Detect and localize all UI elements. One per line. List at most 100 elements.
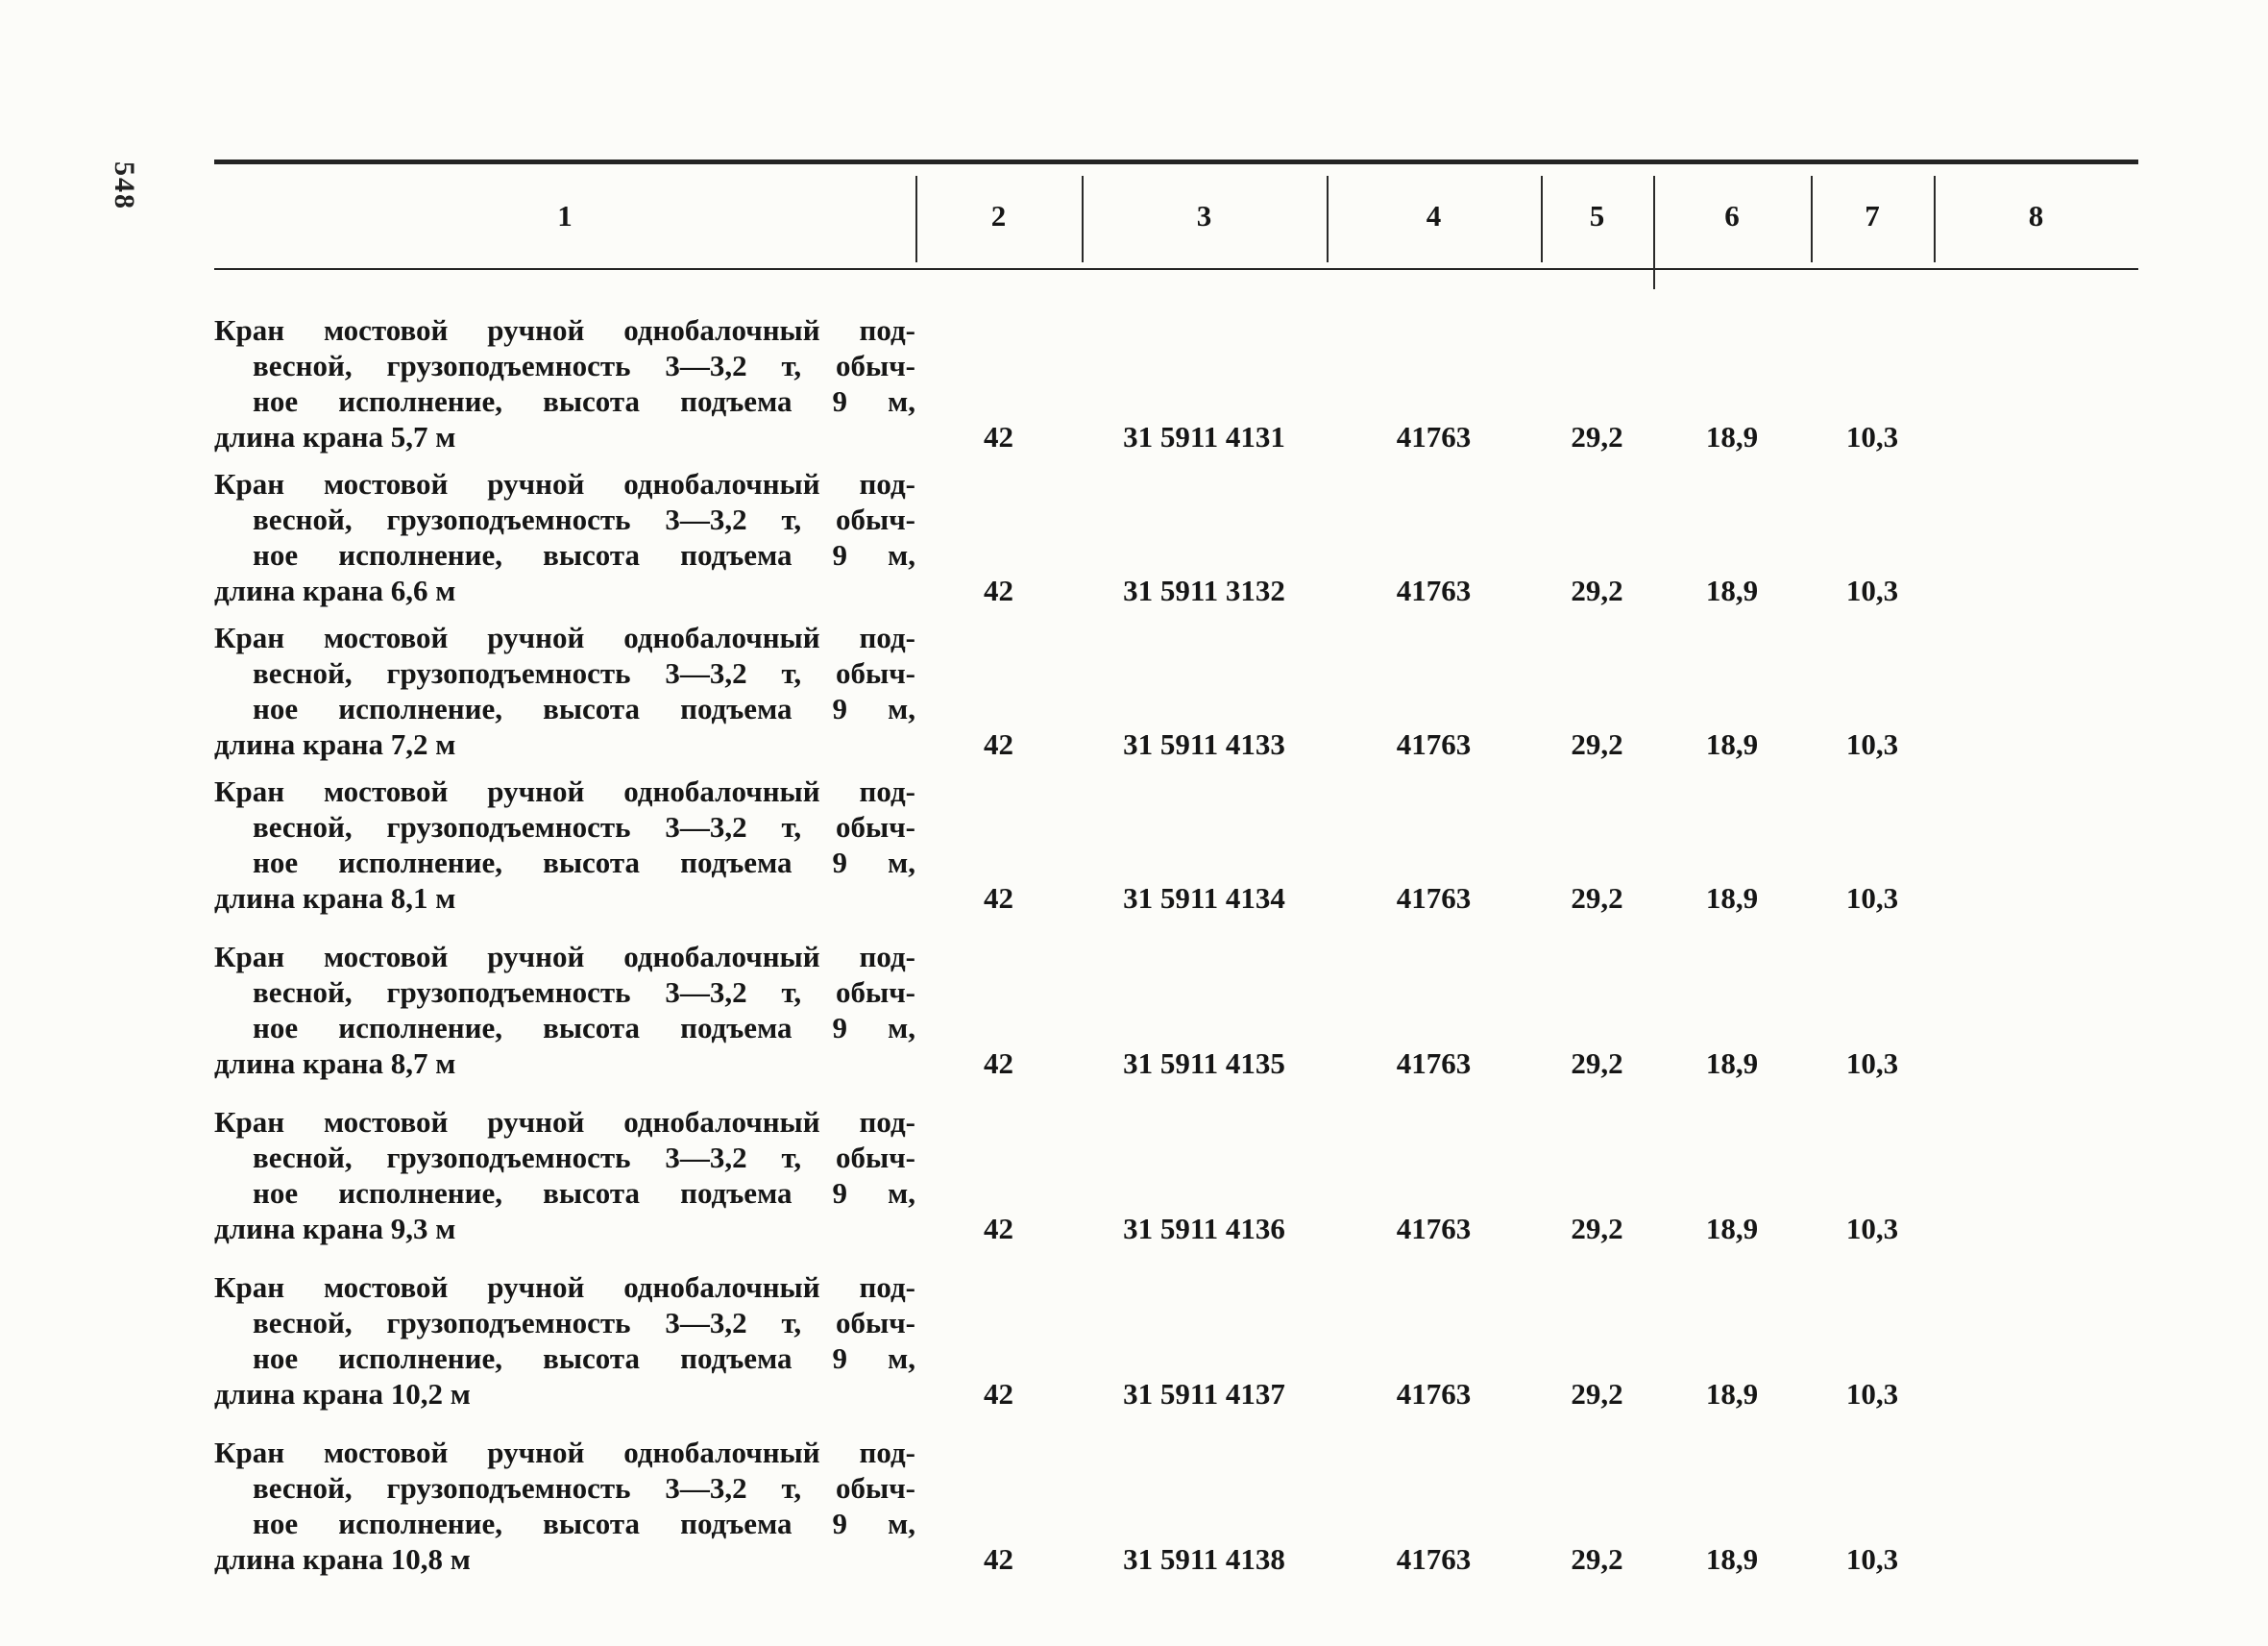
value-col-5: 29,2 [1571,420,1623,454]
description-line: ное исполнение, высота подъема 9 м, [253,1011,915,1044]
value-col-2: 42 [984,420,1013,454]
value-col-6: 18,9 [1705,881,1759,915]
column-divider [915,176,917,262]
table-row: Кран мостовой ручной однобалочный под- в… [214,312,2138,454]
value-col-7: 10,3 [1845,1542,1899,1576]
value-col-7: 10,3 [1845,881,1899,915]
value-col-3: 31 5911 4138 [1123,1542,1285,1576]
value-col-2: 42 [984,881,1013,915]
description-line: длина крана 6,6 м [214,574,456,607]
table-row: Кран мостовой ручной однобалочный под- в… [214,1435,2138,1577]
value-col-7: 10,3 [1845,1212,1899,1245]
item-description: Кран мостовой ручной однобалочный под- в… [214,312,915,454]
value-col-2: 42 [984,1212,1013,1245]
description-line: длина крана 8,1 м [214,881,456,915]
value-col-5: 29,2 [1571,1212,1623,1245]
table-row: Кран мостовой ручной однобалочный под- в… [214,939,2138,1081]
column-header-4: 4 [1426,199,1442,233]
description-line: весной, грузоподъемность 3—3,2 т, обыч- [253,975,915,1009]
description-line: длина крана 5,7 м [214,420,456,454]
column-header-8: 8 [2028,199,2044,233]
description-line: весной, грузоподъемность 3—3,2 т, обыч- [253,503,915,536]
column-header-7: 7 [1865,199,1880,233]
description-line: Кран мостовой ручной однобалочный под- [214,1105,915,1139]
description-line: ное исполнение, высота подъема 9 м, [253,538,915,572]
table-row: Кран мостовой ручной однобалочный под- в… [214,774,2138,916]
value-col-5: 29,2 [1571,881,1623,915]
column-header-5: 5 [1589,199,1605,233]
description-line: длина крана 10,2 м [214,1377,471,1411]
table-body: Кран мостовой ручной однобалочный под- в… [214,270,2138,1577]
description-line: Кран мостовой ручной однобалочный под- [214,313,915,347]
table-row: Кран мостовой ручной однобалочный под- в… [214,1269,2138,1412]
value-col-6: 18,9 [1705,1542,1759,1576]
description-line: ное исполнение, высота подъема 9 м, [253,1341,915,1375]
description-line: ное исполнение, высота подъема 9 м, [253,846,915,879]
value-col-2: 42 [984,574,1013,607]
item-description: Кран мостовой ручной однобалочный под- в… [214,774,915,916]
value-col-2: 42 [984,727,1013,761]
description-line: Кран мостовой ручной однобалочный под- [214,621,915,654]
description-line: ное исполнение, высота подъема 9 м, [253,384,915,418]
description-line: Кран мостовой ручной однобалочный под- [214,467,915,501]
price-table: 1 2 3 4 5 6 7 8 Кран мостовой ручной одн… [214,160,2138,1577]
description-line: весной, грузоподъемность 3—3,2 т, обыч- [253,1306,915,1339]
table-row: Кран мостовой ручной однобалочный под- в… [214,620,2138,762]
value-col-2: 42 [984,1542,1013,1576]
value-col-6: 18,9 [1705,1046,1759,1080]
value-col-3: 31 5911 4134 [1123,881,1285,915]
column-divider [1082,176,1084,262]
value-col-4: 41763 [1396,727,1472,761]
value-col-7: 10,3 [1845,574,1899,607]
description-line: ное исполнение, высота подъема 9 м, [253,1507,915,1540]
column-divider [1327,176,1329,262]
description-line: Кран мостовой ручной однобалочный под- [214,1436,915,1469]
value-col-4: 41763 [1396,1212,1472,1245]
value-col-4: 41763 [1396,1542,1472,1576]
value-col-4: 41763 [1396,574,1472,607]
table-row: Кран мостовой ручной однобалочный под- в… [214,466,2138,608]
item-description: Кран мостовой ручной однобалочный под- в… [214,1269,915,1412]
value-col-6: 18,9 [1705,420,1759,454]
value-col-3: 31 5911 4135 [1123,1046,1285,1080]
value-col-6: 18,9 [1705,1212,1759,1245]
description-line: весной, грузоподъемность 3—3,2 т, обыч- [253,1471,915,1505]
description-line: весной, грузоподъемность 3—3,2 т, обыч- [253,349,915,382]
value-col-4: 41763 [1396,420,1472,454]
value-col-5: 29,2 [1571,1377,1623,1411]
description-line: Кран мостовой ручной однобалочный под- [214,774,915,808]
value-col-7: 10,3 [1845,1046,1899,1080]
column-divider [1653,176,1655,289]
value-col-6: 18,9 [1705,1377,1759,1411]
table-header-row: 1 2 3 4 5 6 7 8 [214,160,2138,289]
item-description: Кран мостовой ручной однобалочный под- в… [214,939,915,1081]
description-line: весной, грузоподъемность 3—3,2 т, обыч- [253,1141,915,1174]
column-header-3: 3 [1196,199,1212,233]
column-header-1: 1 [557,199,573,233]
value-col-5: 29,2 [1571,1046,1623,1080]
value-col-7: 10,3 [1845,727,1899,761]
value-col-3: 31 5911 4137 [1123,1377,1285,1411]
column-divider [1811,176,1813,262]
description-line: длина крана 7,2 м [214,727,456,761]
description-line: ное исполнение, высота подъема 9 м, [253,692,915,725]
description-line: Кран мостовой ручной однобалочный под- [214,940,915,973]
value-col-3: 31 5911 4136 [1123,1212,1285,1245]
value-col-5: 29,2 [1571,574,1623,607]
value-col-7: 10,3 [1845,420,1899,454]
column-header-6: 6 [1724,199,1740,233]
description-line: Кран мостовой ручной однобалочный под- [214,1270,915,1304]
value-col-2: 42 [984,1377,1013,1411]
value-col-6: 18,9 [1705,574,1759,607]
description-line: весной, грузоподъемность 3—3,2 т, обыч- [253,810,915,844]
description-line: длина крана 10,8 м [214,1542,471,1576]
column-header-2: 2 [990,199,1007,233]
value-col-4: 41763 [1396,1377,1472,1411]
item-description: Кран мостовой ручной однобалочный под- в… [214,1435,915,1577]
item-description: Кран мостовой ручной однобалочный под- в… [214,620,915,762]
description-line: длина крана 9,3 м [214,1212,456,1245]
value-col-2: 42 [984,1046,1013,1080]
description-line: ное исполнение, высота подъема 9 м, [253,1176,915,1210]
value-col-5: 29,2 [1571,727,1623,761]
